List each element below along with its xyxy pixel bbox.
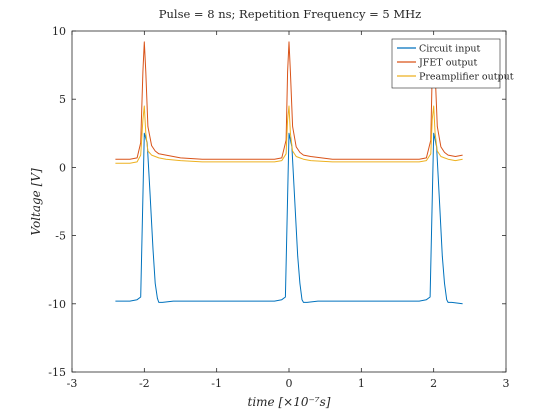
y-tick-label: -10 [48, 298, 66, 311]
x-axis-label: time [×10⁻⁷s] [248, 395, 331, 409]
y-tick-label: -15 [48, 366, 66, 379]
y-axis-ticks: -15 -10 -5 0 5 10 [48, 25, 506, 379]
x-tick-label: 1 [358, 377, 365, 390]
x-tick-label: 0 [286, 377, 293, 390]
x-tick-label: -1 [211, 377, 222, 390]
x-tick-label: 2 [430, 377, 437, 390]
x-tick-label: -3 [67, 377, 78, 390]
x-tick-label: 3 [503, 377, 510, 390]
chart-title: Pulse = 8 ns; Repetition Frequency = 5 M… [159, 7, 421, 21]
y-tick-label: 5 [59, 93, 66, 106]
x-tick-label: -2 [139, 377, 150, 390]
legend-entry: Circuit input [419, 44, 481, 55]
legend: Circuit input JFET output Preamplifier out… [391, 38, 514, 89]
x-axis-ticks: -3 -2 -1 0 1 2 3 [67, 31, 510, 390]
series-line-2 [115, 105, 463, 164]
legend-entry: JFET output [418, 58, 478, 69]
legend-box [391, 38, 501, 89]
series-line-0 [115, 132, 463, 305]
legend-entry: Preamplifier output [419, 72, 514, 83]
y-tick-label: 0 [59, 161, 66, 174]
y-axis-label: Voltage [V] [29, 168, 43, 236]
y-tick-label: -5 [55, 230, 66, 243]
y-tick-label: 10 [52, 25, 66, 38]
